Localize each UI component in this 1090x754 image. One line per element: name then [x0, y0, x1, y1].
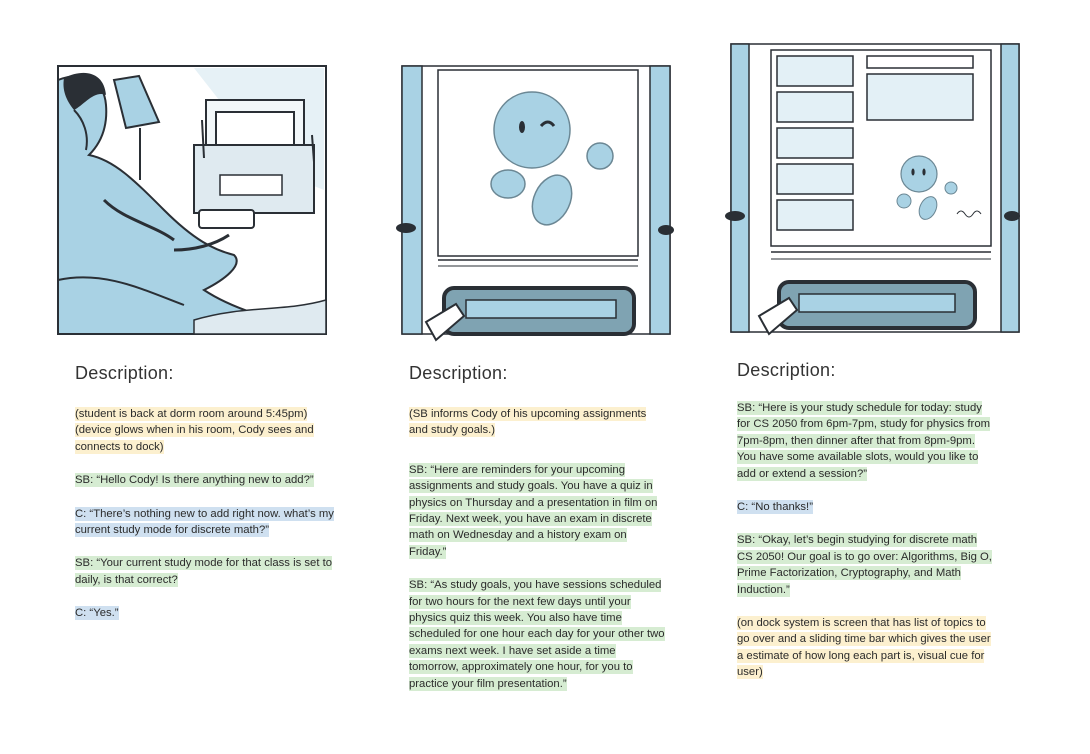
panel-2-sketch — [396, 60, 676, 350]
panel-3-description: SB: “Here is your study schedule for tod… — [737, 400, 995, 698]
panel-2-heading: Description: — [409, 363, 508, 383]
panel-3-heading: Description: — [737, 360, 836, 380]
panel-1-description: (student is back at dorm room around 5:4… — [75, 406, 337, 639]
smart-buddy-dialogue: SB: “Here are reminders for your upcomin… — [409, 462, 658, 559]
smart-buddy-dialogue: SB: “Okay, let’s begin studying for disc… — [737, 533, 992, 597]
study-schedule-screen-sketch — [725, 43, 1020, 336]
smart-buddy-dialogue: SB: “Your current study mode for that cl… — [75, 556, 333, 587]
narration-text: (on dock system is screen that has list … — [737, 616, 991, 680]
script-line: SB: “Okay, let’s begin studying for disc… — [737, 532, 995, 598]
script-line: C: “There’s nothing new to add right now… — [75, 506, 337, 539]
script-line: (on dock system is screen that has list … — [737, 615, 995, 681]
panel-2-description: (SB informs Cody of his upcoming assignm… — [409, 406, 665, 709]
script-line: SB: “Here are reminders for your upcomin… — [409, 462, 665, 560]
script-line: (SB informs Cody of his upcoming assignm… — [409, 406, 665, 439]
script-line: SB: “Here is your study schedule for tod… — [737, 400, 995, 482]
smart-buddy-screen-sketch — [396, 65, 674, 342]
smart-buddy-dialogue: SB: “Here is your study schedule for tod… — [737, 401, 991, 481]
script-line: SB: “As study goals, you have sessions s… — [409, 577, 665, 692]
script-line: SB: “Your current study mode for that cl… — [75, 555, 337, 588]
script-line: (student is back at dorm room around 5:4… — [75, 406, 337, 455]
script-line: SB: “Hello Cody! Is there anything new t… — [75, 472, 337, 488]
smart-buddy-dialogue: SB: “Hello Cody! Is there anything new t… — [75, 473, 314, 488]
cody-dialogue: C: “No thanks!” — [737, 500, 813, 515]
cody-dialogue: C: “Yes.” — [75, 606, 119, 621]
panel-1-heading: Description: — [75, 363, 174, 383]
script-line: C: “Yes.” — [75, 605, 337, 621]
cody-dialogue: C: “There’s nothing new to add right now… — [75, 506, 334, 538]
narration-text: (student is back at dorm room around 5:4… — [75, 407, 314, 454]
smart-buddy-dialogue: SB: “As study goals, you have sessions s… — [409, 578, 665, 691]
panel-1-sketch — [44, 50, 334, 340]
dorm-room-sketch — [57, 65, 327, 335]
script-line: C: “No thanks!” — [737, 499, 995, 515]
panel-3-sketch — [725, 38, 1025, 338]
narration-text: (SB informs Cody of his upcoming assignm… — [409, 407, 647, 438]
